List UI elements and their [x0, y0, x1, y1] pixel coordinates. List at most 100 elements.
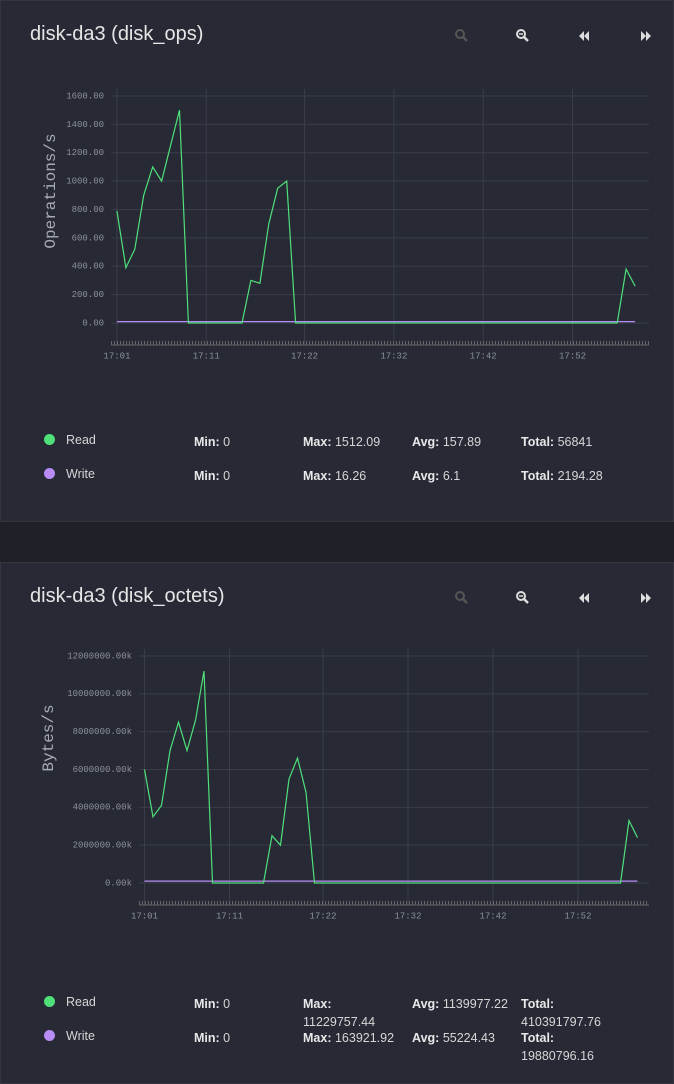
zoom-in-button[interactable]	[453, 589, 471, 607]
stat-value: 2194.28	[557, 469, 603, 483]
x-tick-label: 17:01	[131, 911, 158, 921]
x-tick-label: 17:22	[309, 911, 336, 921]
y-tick-label: 1200.00	[66, 148, 104, 158]
stat: Total: 56841	[521, 433, 625, 451]
stat-value: 11229757.44	[303, 1015, 376, 1029]
x-tick-label: 17:01	[103, 351, 130, 361]
legend-row: Read Min: 0 Max: 11229757.44 Avg: 1139977.2…	[1, 995, 673, 1029]
stat: Avg: 157.89	[412, 433, 516, 451]
chart: 0.00k 2000000.00k 4000000.00k 6000000.00k 80…	[40, 649, 649, 921]
y-tick-label: 10000000.00k	[67, 689, 132, 699]
stat-value: 6.1	[442, 469, 461, 483]
stat-label: Min:	[194, 469, 220, 483]
stat-value: 16.26	[334, 469, 367, 483]
x-tick-label: 17:52	[564, 911, 591, 921]
stat-label: Min:	[194, 435, 220, 449]
legend-label: Write	[66, 1029, 95, 1043]
stat: Avg: 6.1	[412, 467, 516, 485]
x-tick-label: 17:32	[394, 911, 421, 921]
stat: Min: 0	[194, 433, 298, 451]
stat-label: Avg:	[412, 1031, 440, 1045]
panel-title: disk-da3 (disk_ops)	[30, 23, 204, 45]
series-line	[143, 670, 639, 884]
y-tick-label: 400.00	[72, 262, 104, 272]
stat-label: Min:	[194, 997, 220, 1011]
chart-panel: disk-da3 (disk_ops) 0.00 200.00 400.00 600.…	[0, 0, 674, 522]
y-tick-label: 800.00	[72, 205, 104, 215]
stat: Total: 410391797.76	[521, 995, 625, 1031]
stat: Total: 2194.28	[521, 467, 625, 485]
stat-value: 19880796.16	[521, 1049, 594, 1063]
x-tick-label: 17:32	[380, 351, 407, 361]
stat-label: Max:	[303, 997, 332, 1011]
stat-value: 1139977.22	[442, 997, 508, 1011]
stat-value: 157.89	[442, 435, 482, 449]
stat-label: Total:	[521, 435, 555, 449]
y-tick-label: 4000000.00k	[73, 803, 132, 813]
y-tick-label: 2000000.00k	[73, 841, 132, 851]
stat-label: Total:	[521, 1031, 555, 1045]
legend-dot	[44, 434, 55, 445]
x-tick-label: 17:11	[216, 911, 243, 921]
stat-value: 55224.43	[442, 1031, 495, 1045]
legend-dot	[44, 996, 55, 1007]
x-tick-label: 17:42	[479, 911, 506, 921]
y-tick-label: 1000.00	[66, 177, 104, 187]
legend-label: Write	[66, 467, 95, 481]
stat-label: Avg:	[412, 435, 440, 449]
legend-label: Read	[66, 995, 96, 1009]
x-tick-label: 17:22	[291, 351, 318, 361]
forward-button[interactable]	[637, 27, 655, 45]
legend-dot	[44, 468, 55, 479]
stat: Max: 163921.92	[303, 1029, 407, 1047]
y-axis-label: Bytes/s	[40, 704, 58, 771]
stat: Min: 0	[194, 995, 298, 1013]
chart-panel: disk-da3 (disk_octets) 0.00k 2000000.00k 4…	[0, 562, 674, 1084]
stat: Max: 1512.09	[303, 433, 407, 451]
series-line	[116, 110, 636, 324]
y-tick-label: 8000000.00k	[73, 727, 132, 737]
x-tick-label: 17:11	[193, 351, 220, 361]
stat: Avg: 55224.43	[412, 1029, 516, 1047]
stat-label: Avg:	[412, 469, 440, 483]
stat-label: Max:	[303, 1031, 332, 1045]
zoom-out-button[interactable]	[514, 27, 532, 45]
stat-value: 0	[223, 469, 231, 483]
legend-row: Write Min: 0 Max: 163921.92 Avg: 55224.43 To…	[1, 1029, 673, 1063]
forward-button[interactable]	[637, 589, 655, 607]
legend-row: Write Min: 0 Max: 16.26 Avg: 6.1 Total: 2194…	[1, 467, 673, 501]
stat: Min: 0	[194, 1029, 298, 1047]
stat-value: 1512.09	[334, 435, 381, 449]
y-tick-label: 12000000.00k	[67, 651, 132, 661]
zoom-in-button[interactable]	[453, 27, 471, 45]
rewind-button[interactable]	[575, 589, 593, 607]
stat-value: 410391797.76	[521, 1015, 601, 1029]
stat-label: Min:	[194, 1031, 220, 1045]
stat-value: 163921.92	[334, 1031, 395, 1045]
stat: Max: 11229757.44	[303, 995, 407, 1031]
stat-value: 56841	[557, 435, 593, 449]
y-axis-label: Operations/s	[42, 133, 60, 248]
stat-value: 0	[223, 435, 231, 449]
y-tick-label: 0.00k	[105, 878, 132, 888]
stat-label: Max:	[303, 469, 332, 483]
y-tick-label: 600.00	[72, 233, 104, 243]
rewind-button[interactable]	[575, 27, 593, 45]
stat-label: Max:	[303, 435, 332, 449]
legend-row: Read Min: 0 Max: 1512.09 Avg: 157.89 Total: …	[1, 433, 673, 467]
stat-label: Total:	[521, 469, 555, 483]
stat-label: Avg:	[412, 997, 440, 1011]
panel-title: disk-da3 (disk_octets)	[30, 585, 225, 607]
legend-dot	[44, 1030, 55, 1041]
stat-label: Total:	[521, 997, 555, 1011]
x-tick-label: 17:42	[470, 351, 497, 361]
stat: Min: 0	[194, 467, 298, 485]
legend-label: Read	[66, 433, 96, 447]
stat-value: 0	[223, 1031, 231, 1045]
stat: Max: 16.26	[303, 467, 407, 485]
stat: Avg: 1139977.22	[412, 995, 516, 1013]
y-tick-label: 200.00	[72, 290, 104, 300]
zoom-out-button[interactable]	[514, 589, 532, 607]
stat: Total: 19880796.16	[521, 1029, 625, 1065]
